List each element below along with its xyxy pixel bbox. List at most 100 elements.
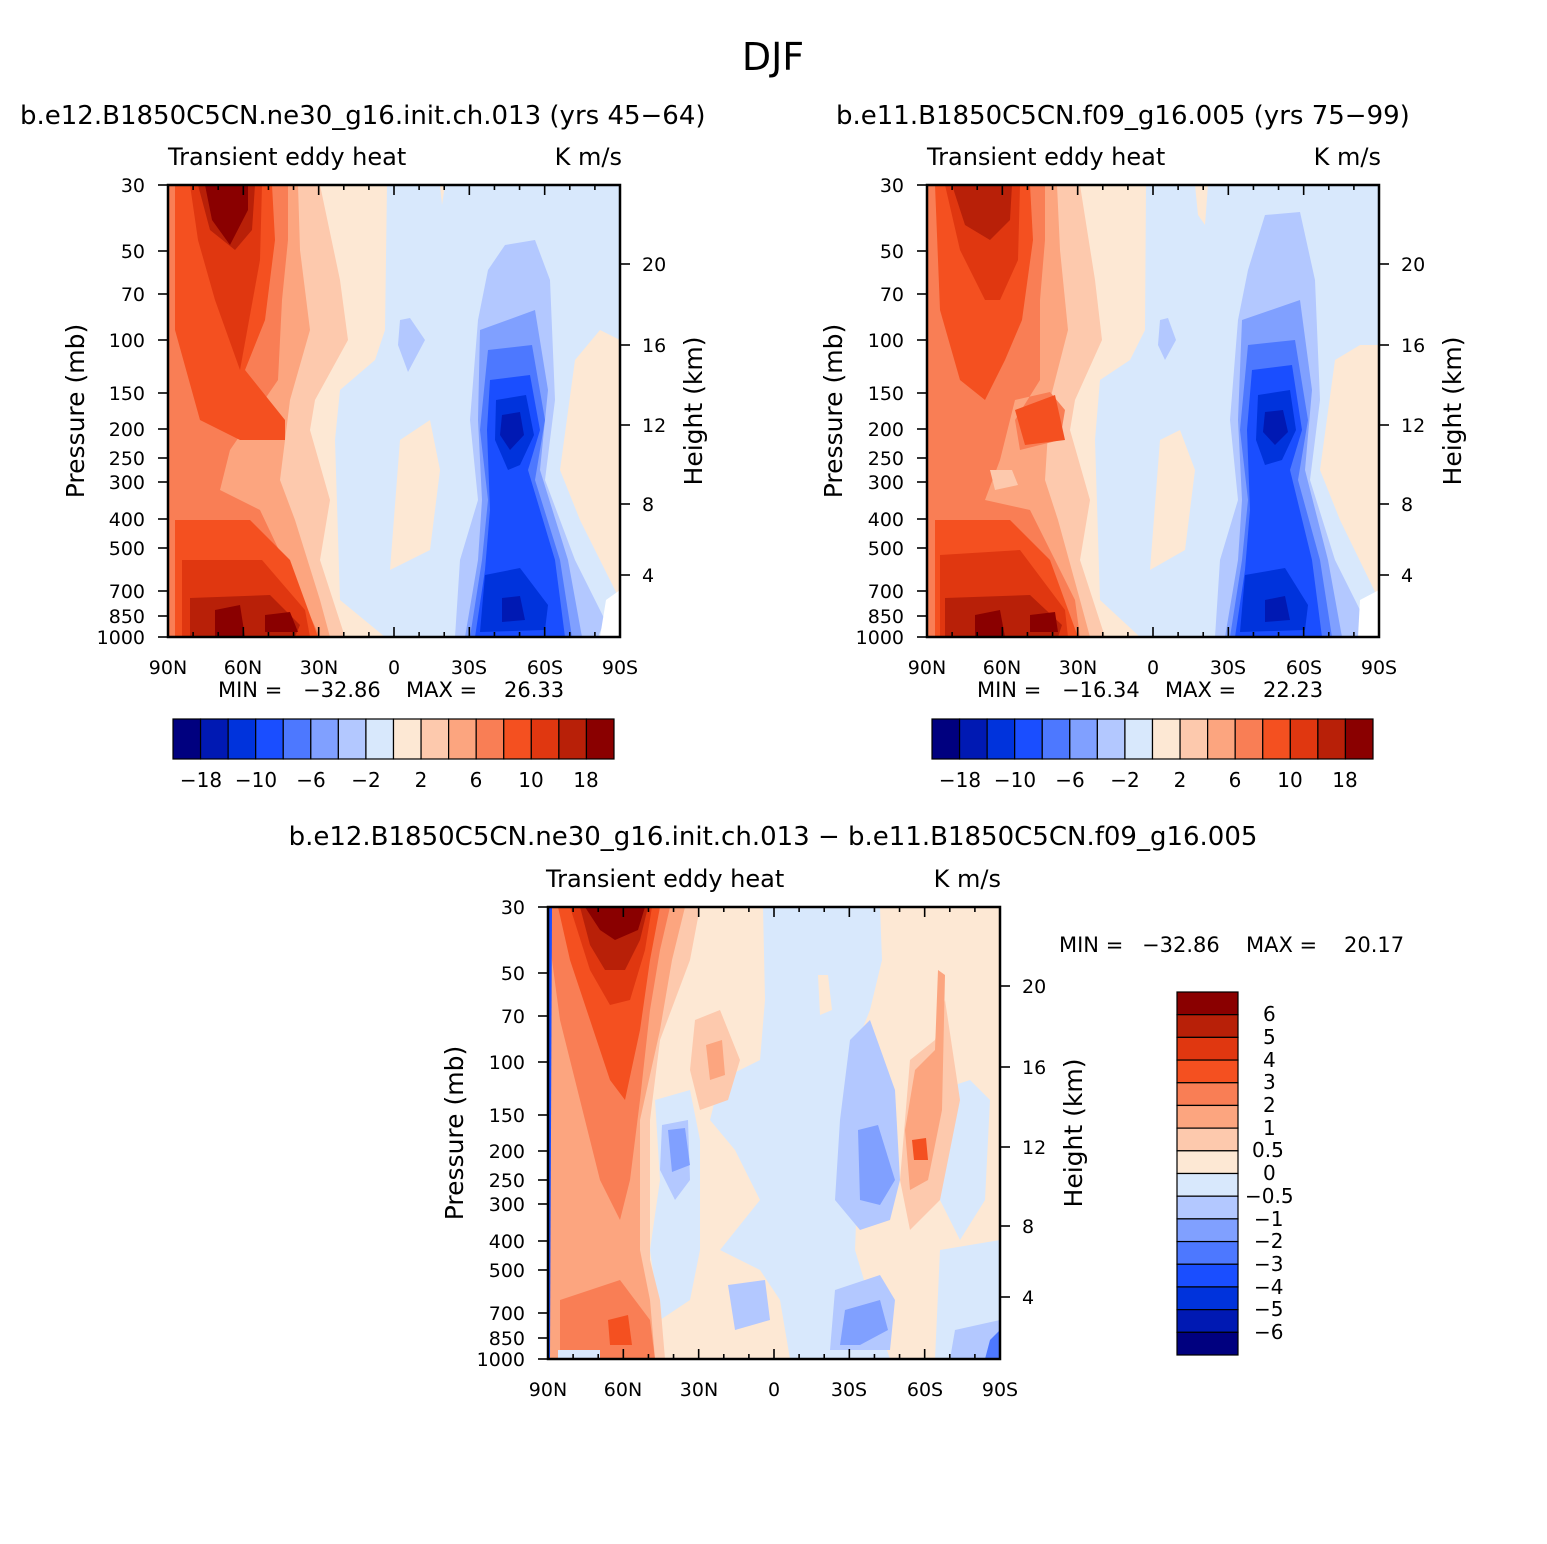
units-label: K m/s bbox=[934, 865, 1001, 893]
colorbar-boxes bbox=[931, 718, 1374, 760]
y-tick-label: 150 bbox=[489, 1105, 525, 1127]
min-value: −32.86 bbox=[303, 678, 381, 702]
x-tick-label: 30S bbox=[451, 657, 487, 679]
y-tick-label: 500 bbox=[489, 1260, 525, 1282]
colorbar-box bbox=[365, 718, 395, 760]
colorbar-box bbox=[420, 718, 450, 760]
colorbar-box bbox=[986, 718, 1016, 760]
colorbar-box bbox=[1176, 1014, 1239, 1038]
colorbar-label: 5 bbox=[1263, 1025, 1276, 1049]
colorbar-labels: −18 −10 −6 −2 2 6 10 18 bbox=[939, 768, 1358, 792]
plot-area bbox=[927, 185, 1379, 637]
y-tick-label: 850 bbox=[489, 1328, 525, 1350]
y-tick-label: 700 bbox=[489, 1303, 525, 1325]
height-tick-label: 16 bbox=[642, 335, 666, 357]
x-tick-label: 90S bbox=[982, 1379, 1018, 1401]
colorbar-box bbox=[503, 718, 532, 760]
x-tick-label: 90N bbox=[149, 657, 187, 679]
x-tick-label: 60N bbox=[983, 657, 1021, 679]
colorbar-label: −2 bbox=[1254, 1229, 1283, 1253]
y-tick-label: 30 bbox=[880, 175, 904, 197]
colorbar-label: −18 bbox=[180, 768, 222, 792]
y-tick-label: 250 bbox=[109, 448, 145, 470]
colorbar-box bbox=[310, 718, 339, 760]
y-tick-label: 100 bbox=[489, 1052, 525, 1074]
x-tick-labels: 90N 60N 30N 0 30S 60S 90S bbox=[529, 1379, 1018, 1401]
height-tick-labels: 20 16 12 8 4 bbox=[1022, 976, 1046, 1309]
y-tick-label: 250 bbox=[868, 448, 904, 470]
y-tick-label: 300 bbox=[868, 472, 904, 494]
y-tick-label: 50 bbox=[880, 241, 904, 263]
x-tick-label: 30N bbox=[1059, 657, 1097, 679]
colorbar-box bbox=[1176, 1036, 1239, 1061]
colorbar-label: −10 bbox=[994, 768, 1036, 792]
colorbar-box bbox=[1176, 1104, 1239, 1129]
colorbar-box bbox=[1176, 1127, 1239, 1152]
height-tick-label: 20 bbox=[642, 254, 666, 276]
colorbar-box bbox=[282, 718, 312, 760]
colorbar-box bbox=[1234, 718, 1264, 760]
colorbar-box bbox=[1176, 991, 1239, 1016]
x-tick-label: 90N bbox=[529, 1379, 567, 1401]
colorbar-label: 6 bbox=[470, 768, 483, 792]
y-tick-label: 500 bbox=[109, 538, 145, 560]
y-tick-label: 50 bbox=[501, 963, 525, 985]
min-max-label: MIN = −32.86 MAX = 26.33 bbox=[218, 678, 564, 702]
height-axis-title: Height (km) bbox=[1059, 1059, 1088, 1208]
colorbar-label: 2 bbox=[415, 768, 428, 792]
y-tick-label: 1000 bbox=[856, 627, 904, 649]
height-tick-label: 4 bbox=[642, 565, 654, 587]
colorbar-box bbox=[1176, 1240, 1239, 1265]
colorbar-box bbox=[1124, 718, 1154, 760]
colorbar-label: −2 bbox=[351, 768, 380, 792]
height-tick-label: 20 bbox=[1022, 976, 1046, 998]
y-tick-label: 300 bbox=[109, 472, 145, 494]
colorbar-label: 6 bbox=[1263, 1002, 1276, 1026]
height-tick-labels: 20 16 12 8 4 bbox=[642, 254, 666, 587]
y-tick-label: 50 bbox=[121, 241, 145, 263]
colorbar-box bbox=[558, 718, 588, 760]
height-tick-label: 12 bbox=[642, 415, 666, 437]
x-tick-labels: 90N 60N 30N 0 30S 60S 90S bbox=[908, 657, 1397, 679]
colorbar-box bbox=[475, 718, 505, 760]
x-tick-label: 30S bbox=[1210, 657, 1246, 679]
colorbar-label: 1 bbox=[1263, 1116, 1276, 1140]
colorbar-box bbox=[1179, 718, 1209, 760]
y-tick-label: 500 bbox=[868, 538, 904, 560]
colorbar-box bbox=[199, 718, 229, 760]
colorbar-box bbox=[1317, 718, 1347, 760]
colorbar-boxes bbox=[1176, 991, 1239, 1356]
colorbar-label: −5 bbox=[1254, 1297, 1283, 1321]
colorbar-label: 2 bbox=[1174, 768, 1187, 792]
max-label: MAX = bbox=[406, 678, 477, 702]
units-label: K m/s bbox=[555, 143, 622, 171]
y-tick-label: 150 bbox=[109, 383, 145, 405]
max-value: 26.33 bbox=[504, 678, 564, 702]
height-tick-label: 20 bbox=[1401, 254, 1425, 276]
colorbar-box bbox=[958, 718, 988, 760]
height-tick-label: 12 bbox=[1401, 415, 1425, 437]
colorbar-label: −0.5 bbox=[1245, 1184, 1294, 1208]
colorbar-box bbox=[1176, 1263, 1239, 1288]
x-tick-label: 60N bbox=[604, 1379, 642, 1401]
colorbar-label: 10 bbox=[1277, 768, 1302, 792]
colorbar-label: −18 bbox=[939, 768, 981, 792]
colorbar-box bbox=[1176, 1150, 1239, 1175]
colorbar-box bbox=[1151, 718, 1181, 760]
min-label: MIN = bbox=[1059, 933, 1123, 957]
height-axis-title: Height (km) bbox=[1438, 337, 1467, 486]
x-tick-label: 60S bbox=[527, 657, 563, 679]
y-axis-title: Pressure (mb) bbox=[61, 324, 90, 498]
colorbar-label: −10 bbox=[235, 768, 277, 792]
max-value: 22.23 bbox=[1263, 678, 1323, 702]
min-value: −16.34 bbox=[1062, 678, 1140, 702]
y-tick-label: 850 bbox=[868, 606, 904, 628]
colorbar: −18 −10 −6 −2 2 6 10 18 bbox=[931, 718, 1374, 792]
panel-title: b.e12.B1850C5CN.ne30_g16.init.ch.013 (yr… bbox=[20, 101, 706, 131]
y-tick-labels: 30 50 70 100 150 200 250 300 400 500 700… bbox=[856, 175, 904, 649]
y-axis-title: Pressure (mb) bbox=[440, 1046, 469, 1220]
y-tick-label: 30 bbox=[121, 175, 145, 197]
panel-3: b.e12.B1850C5CN.ne30_g16.init.ch.013 − b… bbox=[289, 822, 1405, 1401]
height-tick-label: 8 bbox=[1401, 494, 1413, 516]
